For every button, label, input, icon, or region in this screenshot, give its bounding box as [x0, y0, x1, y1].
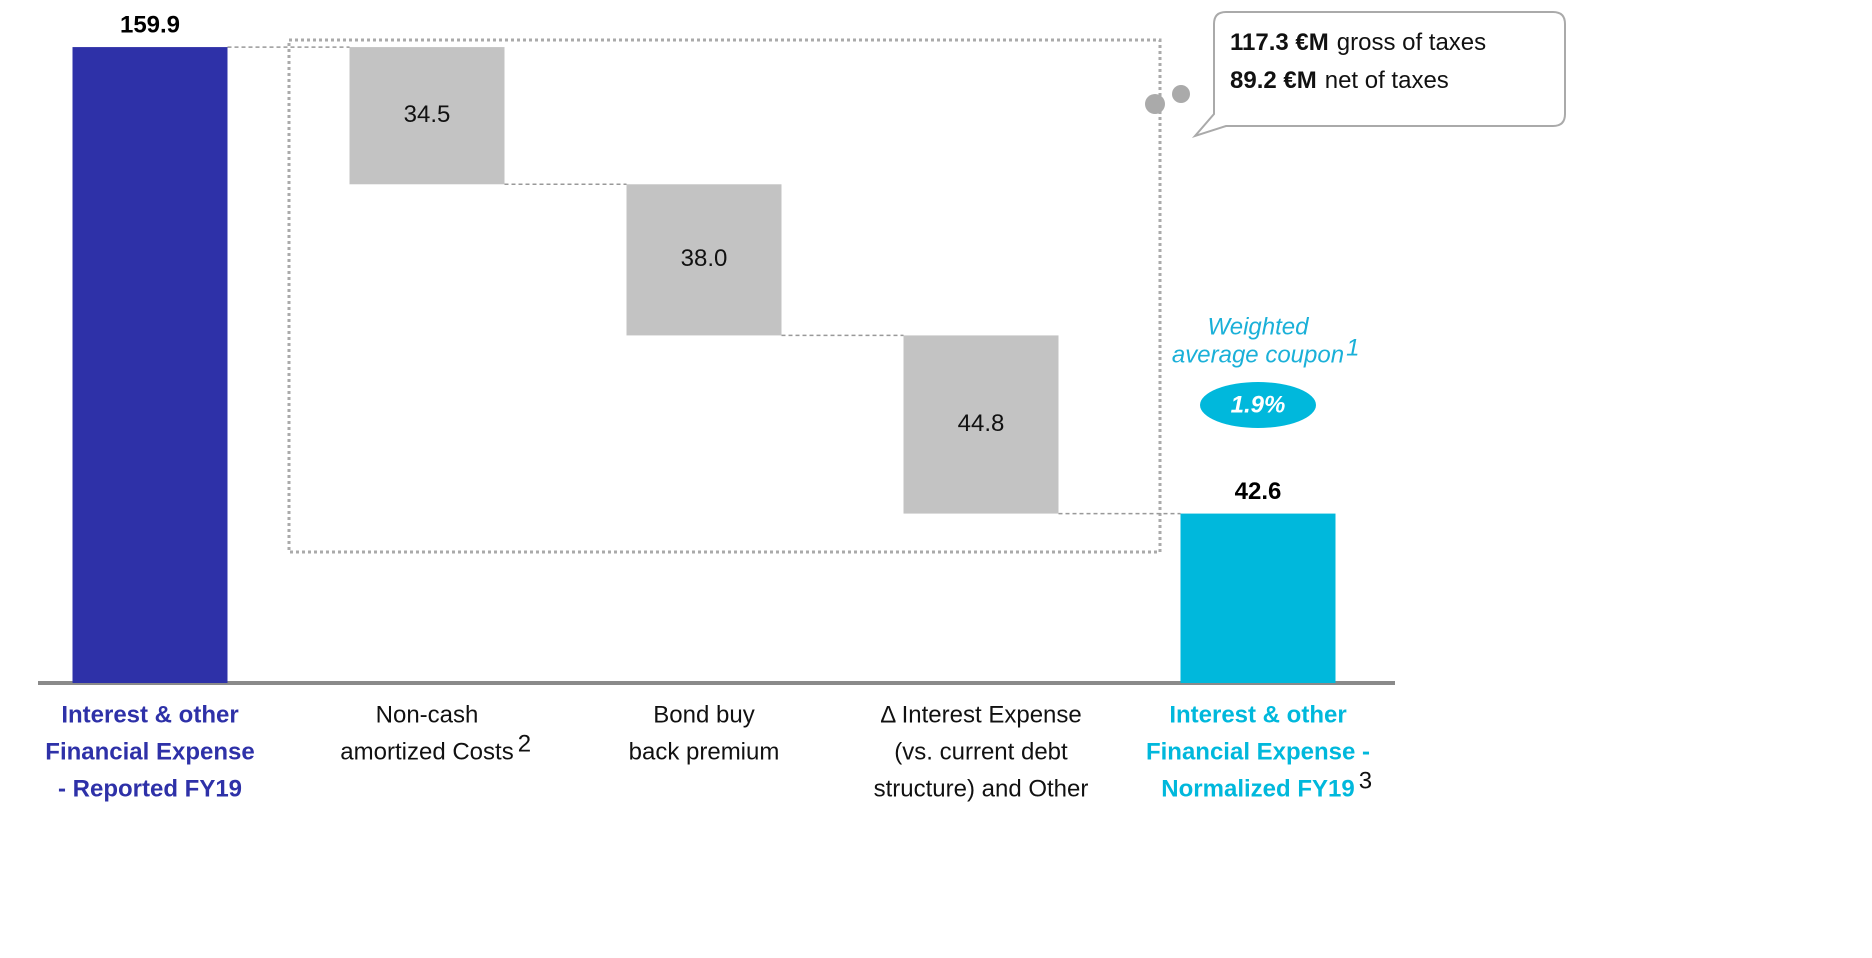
bar	[349, 47, 505, 185]
callout-rest: gross of taxes	[1337, 29, 1486, 56]
value-label: 159.9	[120, 11, 180, 38]
bar	[903, 335, 1059, 514]
footnote-mark: 2	[518, 730, 531, 757]
value-label: 34.5	[404, 101, 451, 128]
footnote-mark: 3	[1359, 767, 1372, 794]
thought-bubble	[1172, 85, 1190, 103]
bar	[72, 47, 228, 684]
x-tick-label: amortized Costs	[340, 738, 513, 765]
x-tick-label: Interest & other	[61, 701, 238, 728]
callout-rest: net of taxes	[1325, 67, 1449, 94]
bar	[1180, 513, 1336, 683]
x-tick-label: Financial Expense -	[1146, 738, 1370, 765]
value-label: 44.8	[958, 410, 1005, 437]
thought-bubble	[1145, 94, 1165, 114]
bracket-box	[287, 38, 1162, 554]
coupon-label: average coupon	[1172, 341, 1344, 368]
value-label: 42.6	[1235, 478, 1282, 505]
coupon-label: Weighted	[1208, 313, 1310, 340]
x-tick-label: - Reported FY19	[58, 775, 242, 802]
x-tick-label: Non-cash	[376, 701, 479, 728]
coupon-value: 1.9%	[1231, 391, 1286, 418]
callout-box	[1191, 11, 1566, 139]
x-tick-label: Financial Expense	[45, 738, 254, 765]
callout-bold: 89.2 €M	[1230, 67, 1317, 94]
coupon-badge	[1200, 382, 1316, 428]
value-label: 38.0	[681, 245, 728, 272]
x-tick-label: Normalized FY19	[1161, 775, 1354, 802]
bar	[626, 184, 782, 336]
x-tick-label: Δ Interest Expense	[880, 701, 1081, 728]
callout-text: 89.2 €M net of taxes	[1230, 67, 1449, 94]
x-tick-label: back premium	[629, 738, 780, 765]
x-tick-label: (vs. current debt	[894, 738, 1068, 765]
x-tick-label: Interest & other	[1169, 701, 1346, 728]
callout-bold: 117.3 €M	[1230, 29, 1329, 56]
x-tick-label: structure) and Other	[874, 775, 1089, 802]
callout-text: 117.3 €M gross of taxes	[1230, 29, 1486, 56]
x-tick-label: Bond buy	[653, 701, 754, 728]
footnote-mark: 1	[1346, 334, 1359, 361]
